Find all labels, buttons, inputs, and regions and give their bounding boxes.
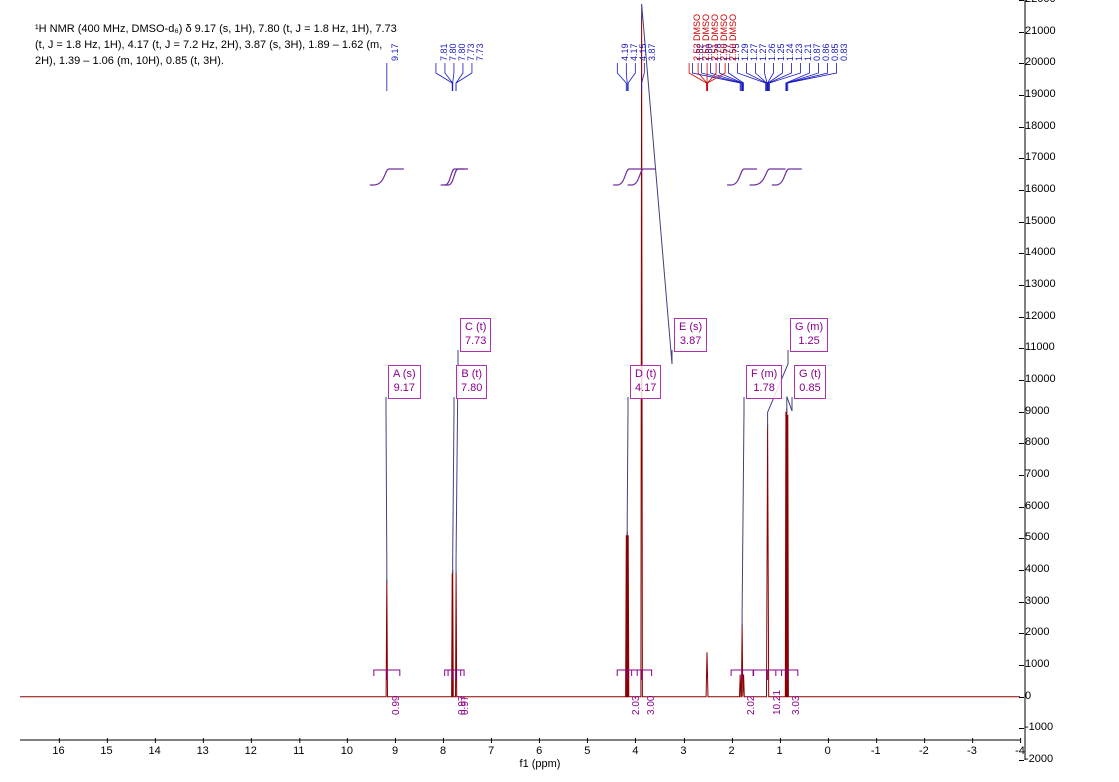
y-tick: 7000 <box>1025 468 1049 480</box>
peak-assignment-box: D (t)4.17 <box>630 365 661 399</box>
y-tick: 9000 <box>1025 405 1049 417</box>
y-tick: 16000 <box>1025 183 1056 195</box>
y-tick: 3000 <box>1025 595 1049 607</box>
solvent-peak-label: 2.50 DMSO <box>728 14 738 61</box>
peak-assignment-box: G (t)0.85 <box>794 365 826 399</box>
x-tick: -4 <box>1015 745 1025 757</box>
peak-assignment-box: F (m)1.78 <box>746 365 782 399</box>
peak-assignment-box: E (s)3.87 <box>674 318 707 352</box>
x-tick: -2 <box>919 745 929 757</box>
integral-value: 0.99 <box>391 696 402 715</box>
peak-assignment-box: B (t)7.80 <box>456 365 487 399</box>
y-tick: 1000 <box>1025 658 1049 670</box>
peak-label: 0.83 <box>839 43 849 61</box>
x-tick: 9 <box>392 745 398 757</box>
y-tick: -2000 <box>1025 753 1053 765</box>
x-tick: 8 <box>440 745 446 757</box>
y-tick: 0 <box>1025 690 1031 702</box>
x-tick: 2 <box>728 745 734 757</box>
y-tick: 19000 <box>1025 88 1056 100</box>
spectrum-svg <box>20 0 1020 760</box>
x-tick: 12 <box>245 745 257 757</box>
y-tick: 2000 <box>1025 626 1049 638</box>
y-tick: 13000 <box>1025 278 1056 290</box>
x-tick: 14 <box>148 745 160 757</box>
x-tick: 1 <box>777 745 783 757</box>
y-tick: 5000 <box>1025 531 1049 543</box>
y-tick: 20000 <box>1025 56 1056 68</box>
x-tick: 10 <box>341 745 353 757</box>
x-tick: 15 <box>100 745 112 757</box>
y-tick: 22000 <box>1025 0 1056 5</box>
y-tick: 15000 <box>1025 215 1056 227</box>
y-tick: 14000 <box>1025 246 1056 258</box>
integral-value: 3.00 <box>646 696 657 715</box>
y-tick: 12000 <box>1025 310 1056 322</box>
x-tick: 4 <box>632 745 638 757</box>
nmr-description: ¹H NMR (400 MHz, DMSO-d₆) δ 9.17 (s, 1H)… <box>35 22 405 70</box>
x-tick: -1 <box>871 745 881 757</box>
y-axis: 2200021000200001900018000170001600015000… <box>1025 0 1115 760</box>
x-tick: 11 <box>293 745 304 757</box>
peak-assignment-box: G (m)1.25 <box>790 318 828 352</box>
nmr-plot-area: A (s)9.17 B (t)7.80 C (t)7.73 D (t)4.17 E (s… <box>20 0 1020 760</box>
x-tick: 5 <box>584 745 590 757</box>
x-tick: 3 <box>680 745 686 757</box>
y-tick: 8000 <box>1025 436 1049 448</box>
y-tick: 18000 <box>1025 120 1056 132</box>
x-tick: 6 <box>536 745 542 757</box>
y-tick: 17000 <box>1025 151 1056 163</box>
integral-value: 2.03 <box>631 696 642 715</box>
peak-assignment-box: C (t)7.73 <box>460 318 491 352</box>
x-axis-label: f1 (ppm) <box>520 758 561 770</box>
integral-value: 3.03 <box>791 696 802 715</box>
integral-value: 0.97 <box>460 696 471 715</box>
peak-label: 9.17 <box>390 43 400 61</box>
y-tick: 10000 <box>1025 373 1056 385</box>
x-tick: 16 <box>52 745 64 757</box>
y-tick: 4000 <box>1025 563 1049 575</box>
x-tick: 0 <box>825 745 831 757</box>
peak-label: 3.87 <box>647 43 657 61</box>
peak-label: 7.73 <box>475 43 485 61</box>
integral-value: 10.21 <box>772 690 783 715</box>
x-tick: 13 <box>197 745 209 757</box>
peak-assignment-box: A (s)9.17 <box>388 365 421 399</box>
x-tick: 7 <box>488 745 494 757</box>
y-tick: -1000 <box>1025 721 1053 733</box>
integral-value: 2.02 <box>746 696 757 715</box>
y-tick: 21000 <box>1025 25 1056 37</box>
x-tick: -3 <box>967 745 977 757</box>
y-tick: 6000 <box>1025 500 1049 512</box>
y-tick: 11000 <box>1025 341 1055 353</box>
